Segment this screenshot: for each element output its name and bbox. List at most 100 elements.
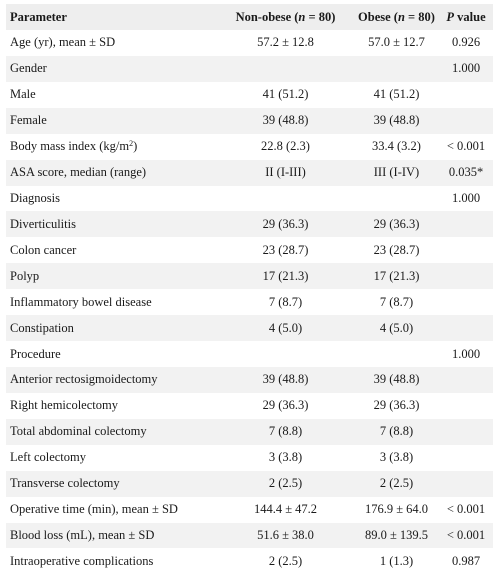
header-obese-suffix: = 80): [404, 9, 435, 24]
cell-obese: 57.0 ± 12.7: [368, 35, 425, 50]
header-parameter: Parameter: [6, 4, 217, 30]
cell-non-obese: 29 (36.3): [262, 398, 309, 413]
cell-p-value: 0.035*: [448, 165, 484, 180]
cell-p-value: [439, 82, 493, 108]
table-row: Blood loss (mL), mean ± SD 51.6 ± 38.0 89.…: [6, 522, 493, 549]
row-label: Female: [6, 108, 217, 134]
row-label-text: Blood loss (mL), mean ± SD: [10, 527, 155, 542]
cell-obese: [354, 341, 439, 367]
cell-non-obese: 51.6 ± 38.0: [257, 527, 314, 542]
table-row: Constipation 4 (5.0) 4 (5.0): [6, 315, 493, 342]
row-label: Diverticulitis: [6, 211, 217, 237]
row-label: Operative time (min), mean ± SD: [6, 497, 217, 523]
cell-non-obese: 2 (2.5): [268, 553, 303, 568]
data-table: Parameter Non-obese (n = 80) Obese (n = …: [6, 4, 493, 574]
row-label-text: ASA score, median (range): [10, 165, 147, 180]
table-row: Male 41 (51.2) 41 (51.2): [6, 81, 493, 108]
row-label: Right hemicolectomy: [6, 393, 217, 419]
cell-obese: 4 (5.0): [379, 320, 414, 335]
row-label: Transverse colectomy: [6, 471, 217, 497]
table-row: Colon cancer 23 (28.7) 23 (28.7): [6, 237, 493, 264]
row-label: Left colectomy: [6, 445, 217, 471]
table-body: Age (yr), mean ± SD 57.2 ± 12.8 57.0 ± 12.…: [6, 30, 493, 574]
cell-non-obese: 7 (8.7): [268, 294, 303, 309]
cell-obese: 7 (8.7): [379, 294, 414, 309]
table-row: Total abdominal colectomy 7 (8.8) 7 (8.8): [6, 418, 493, 445]
cell-non-obese: [217, 186, 354, 212]
cell-obese: 176.9 ± 64.0: [364, 502, 429, 517]
row-label: Body mass index (kg/m2): [6, 134, 217, 160]
header-p-suffix: value: [454, 9, 486, 24]
table-row: Female 39 (48.8) 39 (48.8): [6, 107, 493, 134]
cell-p-value: [439, 108, 493, 134]
cell-non-obese: [217, 56, 354, 82]
cell-p-value: 1.000: [451, 61, 481, 76]
cell-p-value: 0.926: [451, 35, 481, 50]
cell-obese: III (I-IV): [373, 165, 420, 180]
header-p-value: P value: [439, 4, 493, 30]
row-label-text: Constipation: [10, 320, 74, 335]
row-label: Polyp: [6, 263, 217, 289]
cell-non-obese: 23 (28.7): [262, 242, 309, 257]
header-non-obese-prefix: Non-obese (: [235, 9, 299, 24]
row-label: Intraoperative complications: [6, 548, 217, 574]
cell-p-value: 1.000: [451, 346, 481, 361]
cell-p-value: < 0.001: [446, 502, 486, 517]
cell-obese: 39 (48.8): [373, 372, 420, 387]
table-row: Left colectomy 3 (3.8) 3 (3.8): [6, 444, 493, 471]
row-label: Male: [6, 82, 217, 108]
row-label: Total abdominal colectomy: [6, 419, 217, 445]
cell-p-value: < 0.001: [446, 527, 486, 542]
cell-obese: 3 (3.8): [379, 450, 414, 465]
cell-non-obese: 7 (8.8): [268, 424, 303, 439]
row-label-text: Body mass index (kg/m: [10, 139, 130, 154]
row-label: Diagnosis: [6, 186, 217, 212]
cell-obese: 23 (28.7): [373, 242, 420, 257]
row-label-text: Colon cancer: [10, 242, 77, 257]
cell-obese: 1 (1.3): [379, 553, 414, 568]
row-label-suffix: ): [133, 139, 138, 154]
cell-non-obese: 41 (51.2): [262, 87, 309, 102]
cell-p-value: [439, 289, 493, 315]
row-label-text: Operative time (min), mean ± SD: [10, 502, 178, 517]
cell-p-value: [439, 211, 493, 237]
table-row: Operative time (min), mean ± SD 144.4 ± 4…: [6, 496, 493, 523]
table-row: Polyp 17 (21.3) 17 (21.3): [6, 263, 493, 290]
cell-non-obese: 29 (36.3): [262, 216, 309, 231]
table-row: Age (yr), mean ± SD 57.2 ± 12.8 57.0 ± 12.…: [6, 30, 493, 56]
row-label-text: Diverticulitis: [10, 216, 76, 231]
table-row: Intraoperative complications 2 (2.5) 1 (1.…: [6, 548, 493, 574]
header-obese-n: n: [397, 9, 405, 24]
cell-non-obese: 2 (2.5): [268, 476, 303, 491]
cell-p-value: [439, 315, 493, 341]
table-row: Diverticulitis 29 (36.3) 29 (36.3): [6, 211, 493, 238]
cell-non-obese: 39 (48.8): [262, 372, 309, 387]
cell-non-obese: 3 (3.8): [268, 450, 303, 465]
cell-obese: 29 (36.3): [373, 398, 420, 413]
row-label-text: Diagnosis: [10, 190, 60, 205]
header-p-letter: P: [446, 9, 455, 24]
row-label: Inflammatory bowel disease: [6, 289, 217, 315]
row-label-text: Inflammatory bowel disease: [10, 294, 152, 309]
table-header: Parameter Non-obese (n = 80) Obese (n = …: [6, 4, 493, 30]
cell-non-obese: 22.8 (2.3): [261, 139, 310, 154]
row-label-text: Transverse colectomy: [10, 476, 120, 491]
row-label-text: Polyp: [10, 268, 40, 283]
table-row: Gender 1.000: [6, 55, 493, 82]
row-label-text: Male: [10, 87, 36, 102]
cell-p-value: [439, 393, 493, 419]
row-label-text: Right hemicolectomy: [10, 398, 118, 413]
row-label-text: Left colectomy: [10, 450, 87, 465]
cell-p-value: 0.987: [451, 553, 481, 568]
table-row: Diagnosis 1.000: [6, 185, 493, 212]
header-non-obese-suffix: = 80): [305, 9, 336, 24]
row-label-superscript: 2: [129, 139, 134, 149]
table-row: Anterior rectosigmoidectomy 39 (48.8) 39 (…: [6, 366, 493, 393]
table-row: Body mass index (kg/m2) 22.8 (2.3) 33.4 (3…: [6, 133, 493, 160]
table-row: Transverse colectomy 2 (2.5) 2 (2.5): [6, 470, 493, 497]
cell-obese: 41 (51.2): [373, 87, 420, 102]
row-label: ASA score, median (range): [6, 160, 217, 186]
row-label: Gender: [6, 56, 217, 82]
cell-obese: 89.0 ± 139.5: [364, 527, 429, 542]
